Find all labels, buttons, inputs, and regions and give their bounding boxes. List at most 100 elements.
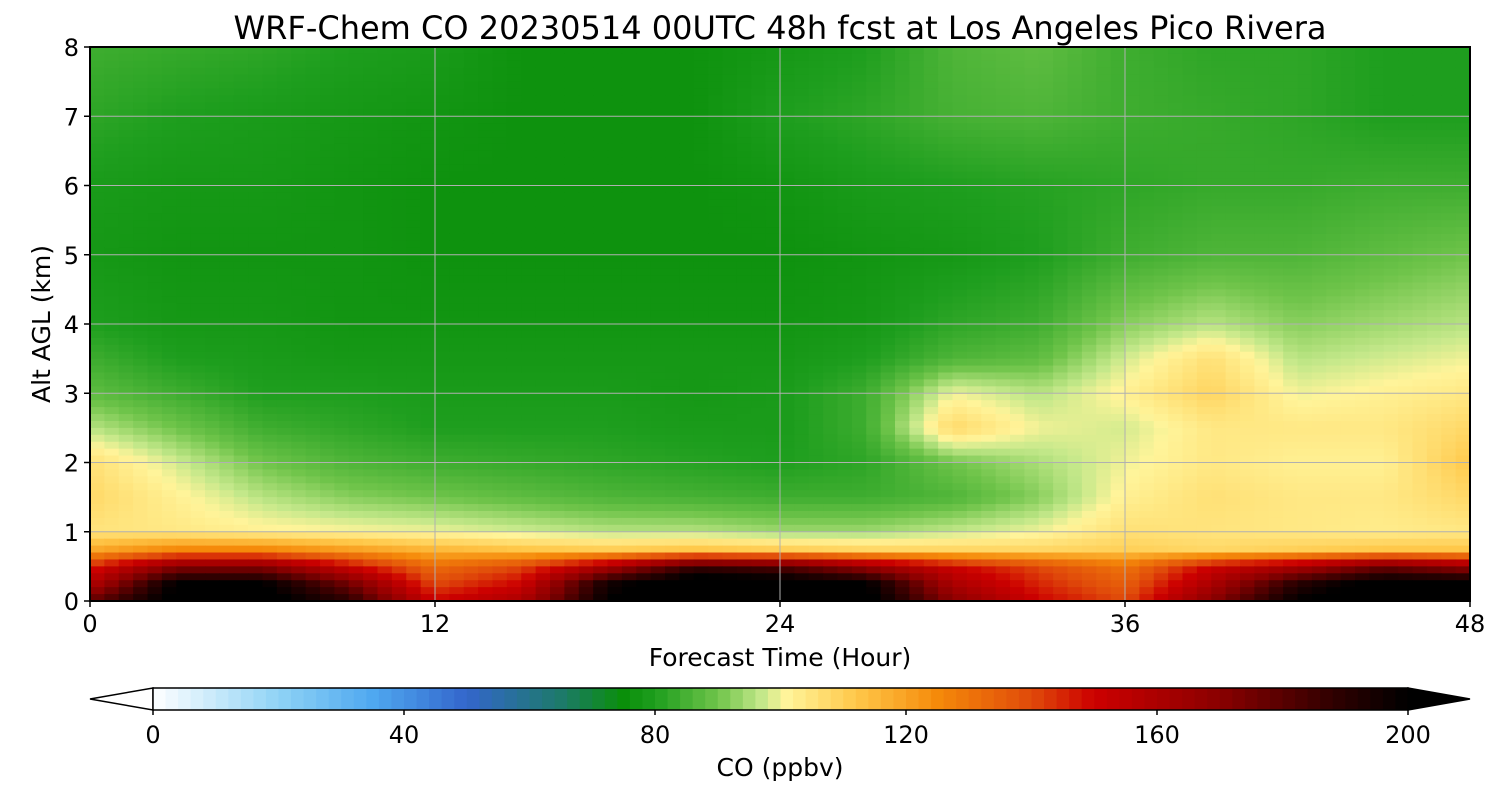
- heatmap-cell: [1441, 67, 1457, 76]
- heatmap-cell: [1369, 220, 1385, 228]
- heatmap-cell: [1168, 67, 1184, 76]
- heatmap-cell: [205, 275, 220, 284]
- heatmap-cell: [1340, 351, 1356, 360]
- heatmap-cell: [823, 213, 839, 221]
- heatmap-cell: [636, 227, 652, 235]
- heatmap-cell: [118, 137, 134, 145]
- heatmap-cell: [636, 330, 652, 339]
- heatmap-cell: [1196, 296, 1212, 304]
- heatmap-cell: [90, 324, 105, 332]
- heatmap-cell: [823, 317, 839, 325]
- heatmap-cell: [909, 365, 925, 374]
- heatmap-cell: [133, 137, 149, 145]
- heatmap-cell: [1038, 171, 1054, 180]
- heatmap-cell: [205, 337, 220, 346]
- heatmap-cell: [521, 227, 537, 235]
- heatmap-cell: [1024, 317, 1040, 325]
- heatmap-cell: [1110, 60, 1126, 69]
- heatmap-cell: [938, 220, 954, 228]
- heatmap-cell: [1067, 206, 1083, 214]
- heatmap-cell: [435, 296, 450, 304]
- heatmap-cell: [377, 164, 393, 173]
- heatmap-cell: [621, 220, 637, 228]
- heatmap-cell: [1168, 317, 1184, 325]
- heatmap-cell: [262, 143, 278, 152]
- heatmap-cell: [981, 178, 997, 187]
- heatmap-cell: [1297, 123, 1313, 131]
- heatmap-cell: [205, 282, 220, 290]
- heatmap-cell: [1297, 53, 1313, 62]
- heatmap-cell: [794, 74, 810, 83]
- heatmap-cell: [636, 213, 652, 221]
- heatmap-cell: [923, 171, 939, 180]
- heatmap-cell: [492, 74, 508, 83]
- heatmap-cell: [1196, 53, 1212, 62]
- heatmap-cell: [1383, 296, 1399, 304]
- heatmap-cell: [550, 310, 565, 318]
- heatmap-cell: [938, 261, 954, 270]
- heatmap-cell: [1125, 275, 1140, 284]
- heatmap-cell: [693, 81, 709, 90]
- heatmap-cell: [1369, 261, 1385, 270]
- heatmap-cell: [205, 240, 220, 249]
- heatmap-cell: [808, 282, 824, 290]
- heatmap-cell: [1153, 227, 1169, 235]
- heatmap-cell: [233, 275, 249, 284]
- heatmap-cell: [1297, 344, 1313, 353]
- heatmap-cell: [363, 233, 379, 242]
- heatmap-cell: [722, 310, 738, 318]
- heatmap-cell: [636, 143, 652, 152]
- heatmap-cell: [736, 268, 752, 277]
- heatmap-cell: [794, 240, 810, 249]
- heatmap-cell: [808, 372, 824, 380]
- heatmap-cell: [722, 261, 738, 270]
- heatmap-cell: [1225, 282, 1241, 290]
- heatmap-cell: [233, 164, 249, 173]
- heatmap-cell: [1096, 365, 1112, 374]
- heatmap-cell: [161, 137, 177, 145]
- heatmap-cell: [1110, 74, 1126, 83]
- heatmap-cell: [636, 157, 652, 166]
- heatmap-cell: [693, 268, 709, 277]
- heatmap-cell: [248, 324, 264, 332]
- heatmap-cell: [1268, 261, 1284, 270]
- heatmap-cell: [1182, 344, 1198, 353]
- heatmap-cell: [823, 282, 839, 290]
- heatmap-cell: [506, 400, 522, 408]
- heatmap-cell: [650, 337, 666, 346]
- heatmap-cell: [1455, 282, 1471, 290]
- heatmap-cell: [1441, 206, 1457, 214]
- heatmap-cell: [780, 171, 795, 180]
- heatmap-cell: [851, 143, 867, 152]
- heatmap-cell: [1455, 74, 1471, 83]
- heatmap-cell: [1168, 116, 1184, 124]
- heatmap-cell: [1254, 317, 1270, 325]
- heatmap-cell: [1067, 317, 1083, 325]
- heatmap-cell: [406, 330, 422, 339]
- heatmap-cell: [650, 240, 666, 249]
- heatmap-cell: [535, 379, 551, 387]
- heatmap-cell: [1355, 95, 1370, 103]
- heatmap-cell: [909, 310, 925, 318]
- heatmap-cell: [823, 81, 839, 90]
- heatmap-cell: [1240, 365, 1255, 374]
- heatmap-cell: [1340, 275, 1356, 284]
- heatmap-cell: [1125, 296, 1140, 304]
- heatmap-cell: [1412, 137, 1428, 145]
- heatmap-cell: [923, 164, 939, 173]
- heatmap-cell: [1426, 81, 1442, 90]
- heatmap-cell: [1168, 220, 1184, 228]
- heatmap-cell: [1196, 192, 1212, 200]
- heatmap-cell: [233, 227, 249, 235]
- heatmap-cell: [607, 282, 623, 290]
- heatmap-cell: [665, 185, 680, 194]
- heatmap-cell: [1311, 220, 1327, 228]
- heatmap-cell: [406, 74, 422, 83]
- heatmap-cell: [1125, 344, 1140, 353]
- heatmap-cell: [837, 275, 853, 284]
- heatmap-cell: [765, 365, 781, 374]
- heatmap-cell: [751, 109, 767, 117]
- heatmap-cell: [1053, 310, 1069, 318]
- heatmap-cell: [506, 102, 522, 110]
- heatmap-cell: [722, 317, 738, 325]
